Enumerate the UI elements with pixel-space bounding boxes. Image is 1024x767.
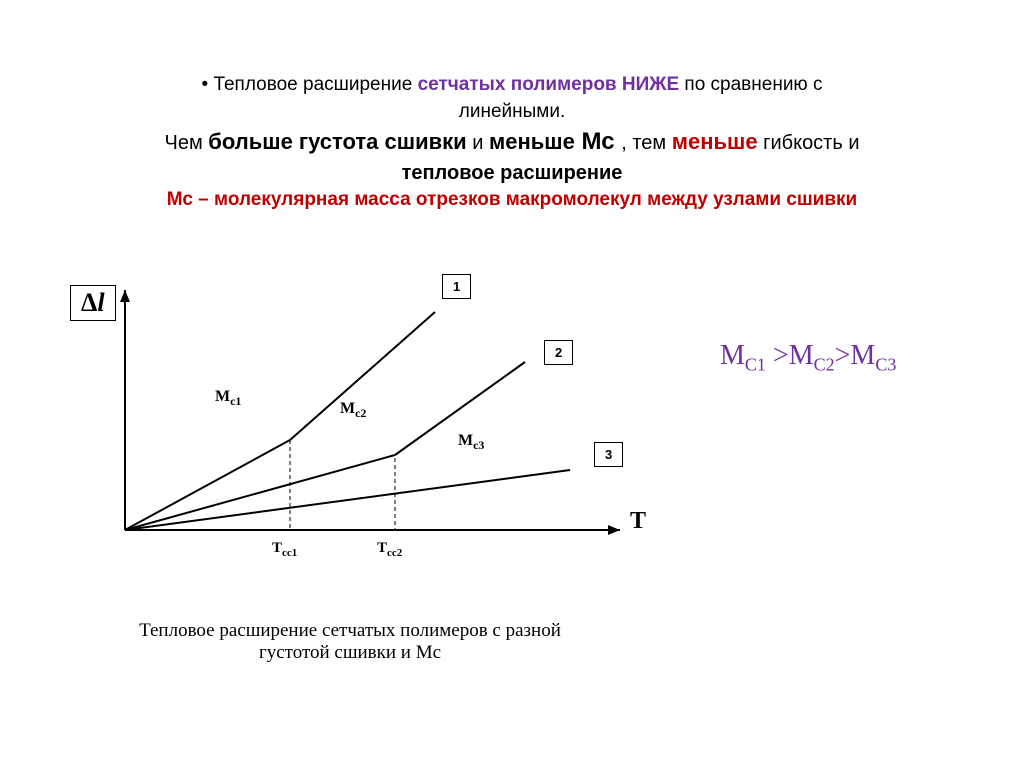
tick-label-1: Tcc1 <box>272 540 297 559</box>
curve-num-3: 3 <box>594 442 623 467</box>
header-line3b: тепловое расширение <box>40 159 984 187</box>
l1-post: по сравнению с <box>679 74 822 95</box>
ineq-c3: C3 <box>875 355 896 375</box>
l3-hl3: меньше <box>672 129 758 154</box>
curve-label-2: Mc2 <box>340 400 366 421</box>
l3-hl1: больше густота сшивки <box>208 129 466 154</box>
inequality: MC1 >MC2>MC3 <box>720 340 896 376</box>
ineq-c2: C2 <box>814 355 835 375</box>
l3-hl2: меньше <box>489 129 575 154</box>
curve-num-1: 1 <box>442 274 471 299</box>
chart-caption: Тепловое расширение сетчатых полимеров с… <box>110 620 590 664</box>
curve-num-2: 2 <box>544 340 573 365</box>
tick-label-2: Tcc2 <box>377 540 402 559</box>
l1-hl: сетчатых полимеров НИЖЕ <box>418 74 680 95</box>
ineq-g2: >M <box>835 340 876 371</box>
ineq-g1: >M <box>766 340 814 371</box>
header-line1: • Тепловое расширение сетчатых полимеров… <box>40 72 984 99</box>
l1-pre: • Тепловое расширение <box>202 74 418 95</box>
thermal-expansion-chart: Δl T Mc11Mc22Mc33Tcc1Tcc2 <box>60 280 660 580</box>
ineq-m1: M <box>720 340 745 371</box>
curve-label-3: Mc3 <box>458 432 484 453</box>
ineq-c1: C1 <box>745 355 766 375</box>
x-axis-label: T <box>630 508 646 535</box>
header-line3: Чем больше густота сшивки и меньше Мс , … <box>40 125 984 159</box>
header-line2: линейными. <box>40 99 984 126</box>
chart-svg <box>60 280 660 580</box>
header-text: • Тепловое расширение сетчатых полимеров… <box>40 72 984 213</box>
l3-post2: гибкость и <box>758 132 860 154</box>
l3-mc: Мс <box>575 128 621 155</box>
y-axis-label: Δl <box>70 285 116 321</box>
l3-pre: Чем <box>164 132 208 154</box>
curve-label-1: Mc1 <box>215 388 241 409</box>
l3-mid: и <box>467 132 489 154</box>
l3-post1: , тем <box>621 132 671 154</box>
header-line4: Мс – молекулярная масса отрезков макромо… <box>40 187 984 214</box>
